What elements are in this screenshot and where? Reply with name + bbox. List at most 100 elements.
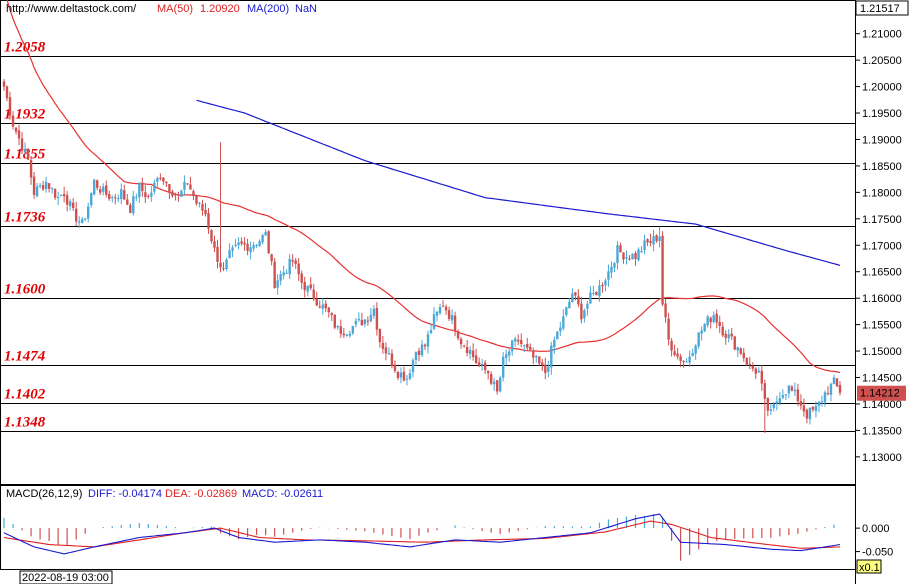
candle-body	[589, 292, 592, 304]
candle-body	[646, 239, 649, 243]
candle-body	[192, 191, 195, 196]
price-tick-13: 1.19500	[862, 108, 902, 120]
candle-body	[739, 348, 742, 354]
candle-body	[186, 183, 189, 185]
candle-body	[450, 314, 454, 321]
candle-body	[402, 371, 406, 381]
candle-body	[477, 362, 481, 367]
candle-body	[577, 296, 580, 305]
candle-body	[261, 235, 264, 243]
candle-body	[297, 263, 300, 275]
candle-body	[71, 202, 75, 209]
candle-body	[318, 306, 321, 308]
candle-body	[351, 325, 355, 334]
candle-body	[492, 381, 496, 385]
candle-body	[673, 351, 676, 355]
ma50-label: MA(50)	[157, 3, 193, 15]
candle-body	[366, 320, 370, 322]
candle-body	[333, 314, 336, 328]
candle-body	[267, 231, 270, 254]
candle-body	[135, 197, 138, 199]
candle-body	[529, 346, 532, 350]
candle-body	[120, 189, 123, 200]
candle-body	[661, 235, 664, 305]
candle-body	[53, 188, 57, 198]
candle-body	[309, 284, 312, 289]
macd-name: MACD(26,12,9)	[6, 488, 82, 500]
level-label-6: 1.1402	[4, 387, 46, 403]
candle-body	[694, 345, 697, 354]
candle-body	[432, 314, 436, 329]
candle-body	[294, 260, 297, 264]
candle-body	[838, 385, 842, 393]
candle-body	[429, 330, 433, 334]
candle-body	[438, 307, 442, 314]
candle-body	[766, 397, 770, 411]
candle-body	[760, 370, 764, 384]
candle-body	[249, 247, 252, 253]
candle-body	[508, 351, 511, 356]
candle-body	[772, 403, 776, 409]
candle-body	[5, 86, 9, 99]
candle-body	[68, 201, 72, 207]
macd-value: MACD: -0.02611	[242, 488, 323, 500]
candle-body	[204, 209, 207, 215]
candle-body	[613, 263, 616, 268]
candle-body	[74, 208, 78, 222]
candle-body	[468, 349, 472, 355]
date-label-box	[19, 570, 113, 584]
candle-body	[240, 241, 243, 244]
candle-body	[562, 316, 565, 329]
candle-body	[501, 356, 505, 378]
price-tick-9: 1.17500	[862, 214, 902, 226]
candle-body	[426, 334, 430, 347]
candle-body	[459, 338, 463, 345]
candle-body	[330, 313, 333, 316]
candle-body	[517, 339, 520, 342]
candle-body	[306, 285, 309, 292]
candle-body	[56, 196, 60, 198]
candle-body	[165, 181, 168, 184]
price-panel-frame	[0, 0, 856, 485]
candle-body	[652, 236, 655, 245]
price-tick-5: 1.15500	[862, 320, 902, 332]
candle-body	[381, 342, 385, 349]
price-tick-3: 1.14500	[862, 372, 902, 384]
diff-line	[3, 513, 841, 555]
candle-body	[153, 182, 156, 192]
candle-body	[435, 311, 439, 316]
macd-tick-0: 0.000	[862, 523, 890, 535]
candle-body	[664, 303, 667, 318]
candle-body	[243, 242, 246, 245]
candle-body	[210, 230, 213, 242]
zoom-badge[interactable]	[856, 559, 882, 574]
candle-body	[29, 160, 33, 178]
candle-body	[360, 319, 364, 326]
candle-body	[237, 242, 240, 246]
candle-body	[595, 291, 598, 296]
candle-body	[138, 182, 141, 198]
price-tick-12: 1.19000	[862, 134, 902, 146]
candle-body	[399, 372, 403, 378]
candle-body	[474, 355, 478, 364]
candle-body	[80, 218, 84, 223]
candle-body	[62, 194, 66, 197]
candle-body	[823, 392, 827, 403]
last-price-badge	[857, 385, 906, 401]
candle-body	[105, 185, 108, 195]
candle-body	[829, 383, 833, 395]
candle-body	[363, 319, 367, 325]
candle-body	[20, 138, 24, 151]
level-label-1: 1.1932	[4, 107, 46, 123]
candle-body	[276, 280, 279, 288]
candle-body	[225, 259, 228, 269]
support-resistance-levels: 1.20581.19321.18551.17361.16001.14741.14…	[0, 40, 855, 432]
candle-body	[565, 307, 568, 316]
price-tick-16: 1.21000	[862, 29, 902, 41]
level-label-0: 1.2058	[4, 40, 46, 56]
candle-body	[339, 326, 343, 334]
candle-body	[108, 193, 111, 200]
candle-body	[643, 240, 646, 251]
candle-body	[50, 187, 54, 189]
